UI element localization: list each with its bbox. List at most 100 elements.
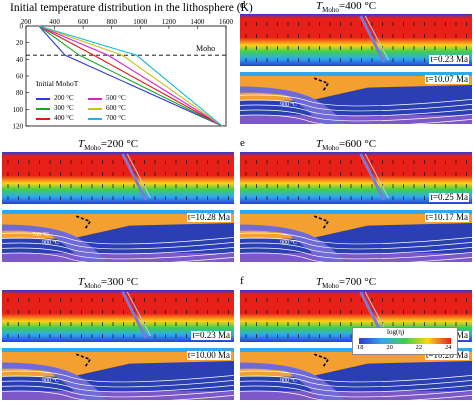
shear-zone — [359, 15, 386, 63]
suture-dashed-line — [313, 353, 330, 367]
series-line — [38, 25, 223, 127]
isotherm-label-900: 900 °C — [42, 240, 59, 246]
colorbar: log(η) 18 20 22 24 — [352, 327, 458, 355]
viscosity-field — [2, 152, 234, 204]
series-line — [38, 25, 223, 127]
shear-zone-edge — [364, 15, 389, 61]
x-tick-label: 600 — [78, 18, 89, 26]
legend-item: 500 °C — [88, 94, 140, 103]
composition-panel: t=10.26 Ma 900 °C — [240, 348, 472, 400]
legend-item: 700 °C — [88, 114, 140, 123]
isotherm — [240, 242, 472, 255]
viscosity-panel: t=0.23 Ma — [240, 14, 472, 66]
isotherm — [240, 380, 472, 393]
lower-mantle — [2, 391, 234, 400]
x-tick-label: 400 — [49, 18, 60, 26]
composition-panel: t=10.28 Ma 700 °C 900 °C — [2, 210, 234, 262]
panel-title: TMoho=700 °C — [316, 276, 377, 291]
temperature-chart: 200 400 600 800 1000 1200 1400 1600 0 20 40 60 80 100… — [13, 18, 234, 131]
subducting-slab — [240, 86, 345, 124]
isotherm — [240, 237, 472, 250]
isotherm — [2, 380, 234, 393]
series-line — [38, 25, 223, 127]
panel-title: TMoho=300 °C — [78, 276, 139, 291]
legend-item: 300 °C — [36, 104, 88, 113]
legend-label: 200 °C — [54, 94, 74, 102]
x-tick-label: 1200 — [162, 18, 177, 26]
isotherm — [2, 390, 234, 400]
time-label-bottom: t=10.07 Ma — [424, 74, 469, 84]
y-tick-label: 40 — [16, 56, 24, 64]
isotherm — [240, 94, 472, 107]
chart-legend: Initial MohoT 200 °C 300 °C 400 °C 500 °C 60… — [36, 80, 160, 126]
panel-title: TMoho=400 °C — [316, 0, 377, 15]
isotherm — [2, 247, 234, 260]
shear-zone-edge — [126, 291, 151, 337]
composition-panel: t=10.00 Ma 900 °C — [2, 348, 234, 400]
time-label-top: t=0.23 Ma — [191, 330, 231, 340]
colorbar-title: log(η) — [387, 328, 405, 336]
isotherm — [2, 242, 234, 255]
isotherm — [240, 375, 472, 388]
isotherm-label-900: 900 °C — [280, 102, 297, 108]
legend-item: 600 °C — [88, 104, 140, 113]
legend-swatch — [36, 108, 50, 110]
legend-swatch — [88, 108, 102, 110]
isotherm — [2, 252, 234, 262]
subducting-slab — [240, 362, 345, 400]
legend-label: 700 °C — [106, 114, 126, 122]
isotherm-label-700: 700 °C — [32, 232, 49, 238]
isotherm — [2, 385, 234, 398]
lower-mantle — [240, 253, 472, 262]
series-line — [38, 25, 223, 127]
lower-mantle — [2, 253, 234, 262]
isotherm — [240, 247, 472, 260]
chart-title: Initial temperature distribution in the … — [10, 2, 253, 14]
moho-temperature: 600 °C — [345, 138, 377, 150]
composition-panel: t=10.17 Ma 900 °C — [240, 210, 472, 262]
isotherm — [240, 104, 472, 117]
time-label-bottom: t=10.00 Ma — [186, 350, 231, 360]
isotherm — [2, 370, 234, 383]
suture-dashed-line — [75, 353, 92, 367]
legend-label: 300 °C — [54, 104, 74, 112]
surface-layer — [240, 210, 472, 214]
x-tick-label: 1600 — [219, 18, 234, 26]
panel-moho-200: TMoho=200 °C t=10.28 Ma 700 °C 900 °C — [2, 138, 234, 262]
colorbar-tick-label: 24 — [445, 344, 452, 351]
x-tick-label: 800 — [106, 18, 117, 26]
isotherm — [2, 375, 234, 388]
legend-item: 200 °C — [36, 94, 88, 103]
legend-swatch — [88, 98, 102, 100]
lower-mantle — [240, 391, 472, 400]
panel-letter: e — [240, 137, 245, 149]
isotherm-label-900: 900 °C — [280, 240, 297, 246]
legend-label: 600 °C — [106, 104, 126, 112]
subducting-slab — [2, 362, 107, 400]
surface-layer — [240, 72, 472, 76]
moho-temperature: 400 °C — [345, 0, 377, 12]
moho-label: Moho — [196, 44, 215, 53]
isotherm — [2, 237, 234, 250]
isotherm — [2, 232, 234, 245]
x-tick-label: 1000 — [133, 18, 148, 26]
time-label-top: t=0.23 Ma — [429, 54, 469, 64]
shear-zone — [121, 153, 148, 201]
isotherm — [240, 109, 472, 122]
colorbar-tick-label: 20 — [386, 344, 393, 351]
suture-dashed-line — [313, 77, 330, 91]
suture-dashed-line — [313, 215, 330, 229]
y-tick-label: 100 — [13, 106, 24, 114]
y-tick-label: 20 — [16, 39, 24, 47]
legend-swatch — [88, 118, 102, 120]
legend-item: 400 °C — [36, 114, 88, 123]
series-line — [38, 25, 223, 127]
panel-title: TMoho=200 °C — [78, 138, 139, 153]
colorbar-tick-label: 18 — [357, 344, 364, 351]
subducting-slab — [2, 224, 107, 262]
legend-swatch — [36, 118, 50, 120]
moho-temperature: 200 °C — [107, 138, 139, 150]
isotherm — [240, 390, 472, 400]
panel-moho-400: d TMoho=400 °C t=0.23 Ma t=10.07 Ma 900 °C — [240, 0, 472, 124]
isotherm — [240, 114, 472, 124]
